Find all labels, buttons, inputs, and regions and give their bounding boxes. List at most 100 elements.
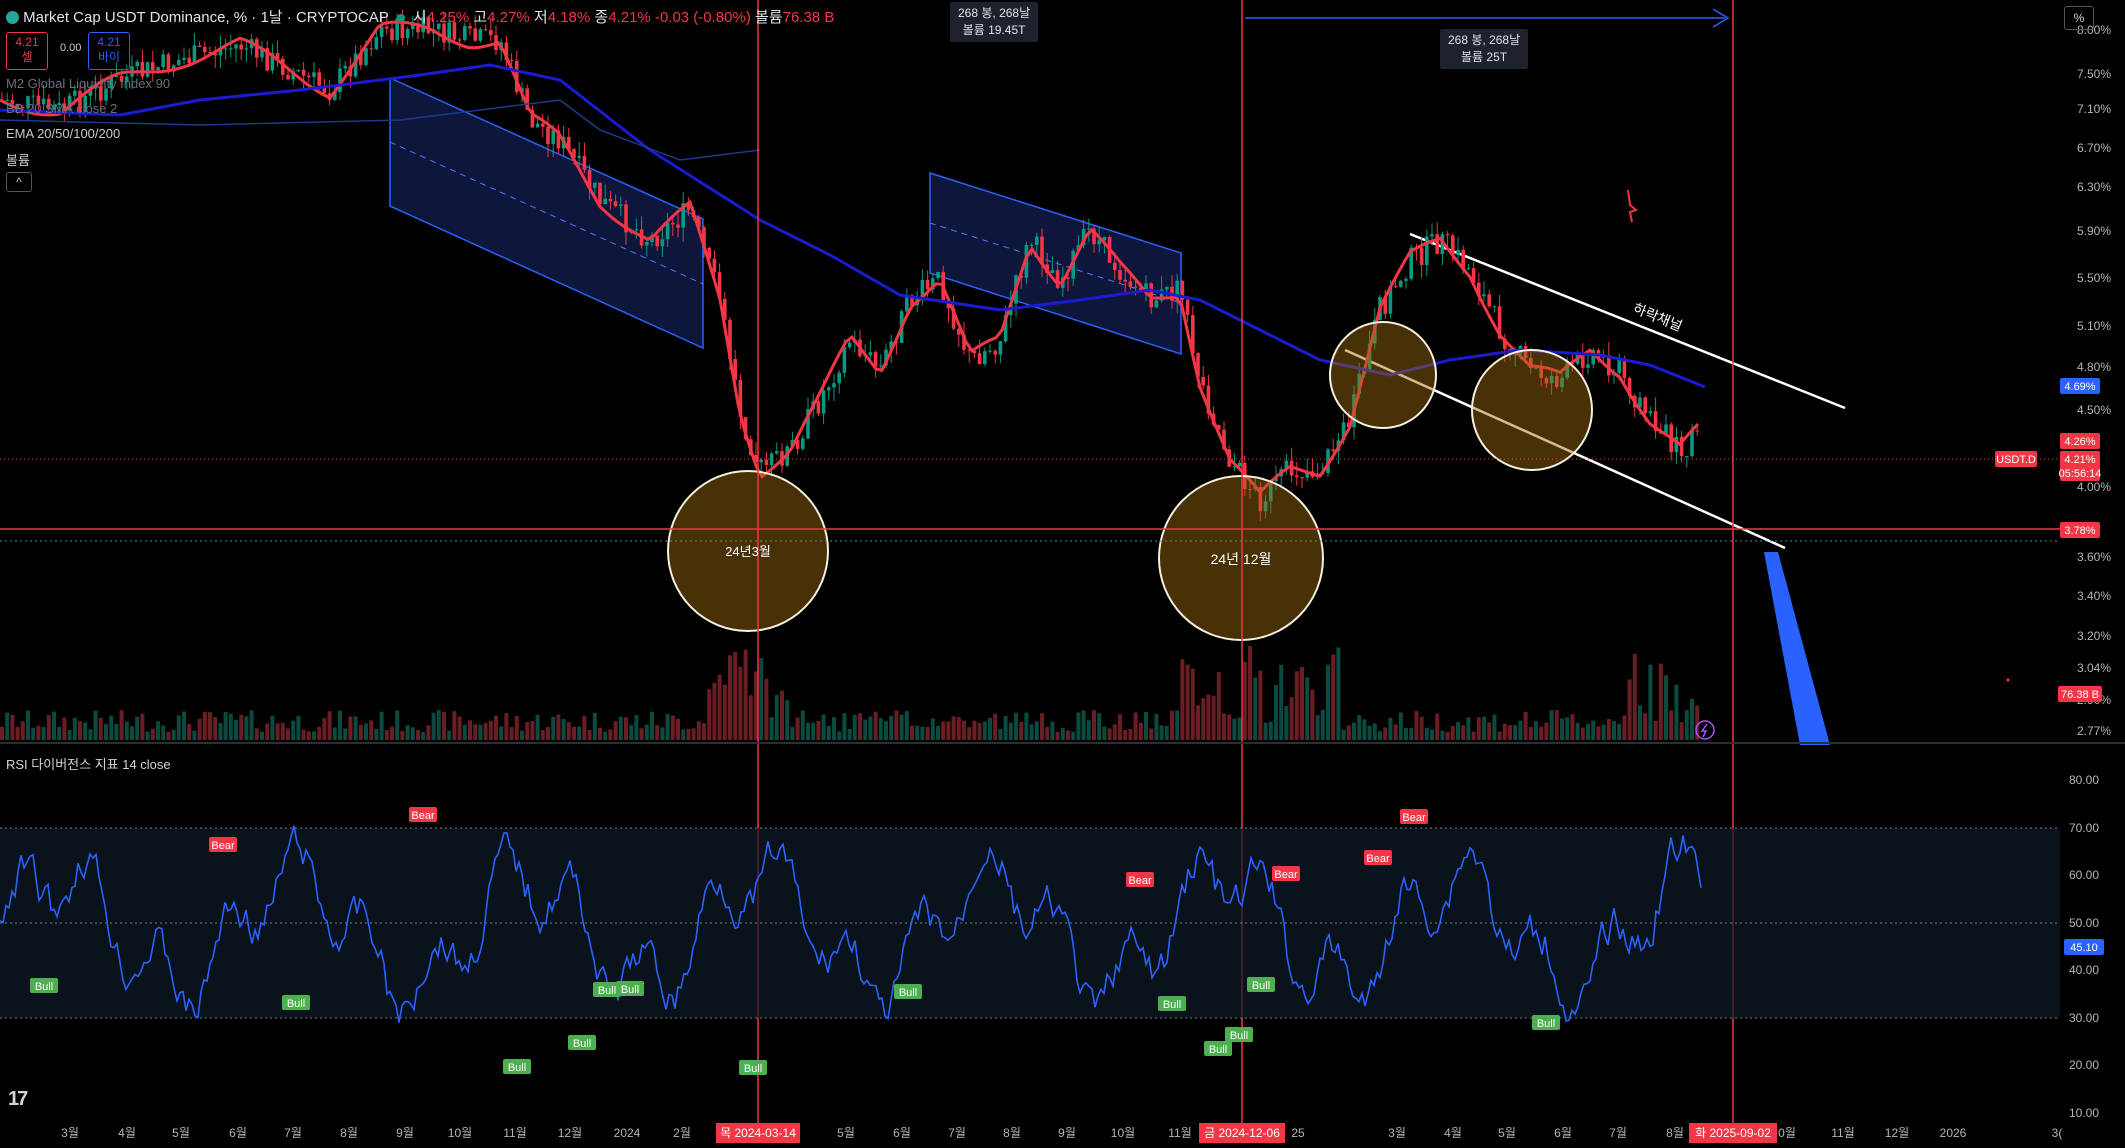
candle-body xyxy=(364,48,368,66)
volume-bar xyxy=(738,666,743,740)
candle-body xyxy=(1523,345,1528,358)
candle-body xyxy=(166,54,171,72)
buy-button[interactable]: 4.21 바이 xyxy=(88,32,130,70)
volume-bar xyxy=(733,652,738,740)
collapse-legend-button[interactable]: ^ xyxy=(6,172,32,192)
volume-bar xyxy=(1014,712,1018,740)
price-axis-label: 5.50% xyxy=(2077,271,2111,285)
indicator-volume[interactable]: 볼륨 xyxy=(6,153,30,168)
lightning-icon[interactable] xyxy=(1695,720,1715,740)
candle-body xyxy=(619,204,623,207)
price-tag-text: 05:56:14 xyxy=(2059,468,2102,480)
symbol-title[interactable]: Market Cap USDT Dominance, % · 1날 · CRYP… xyxy=(23,9,389,26)
circle-label-2024-march: 24년3월 xyxy=(725,544,771,559)
bull-signal xyxy=(1532,1015,1560,1030)
volume-bar xyxy=(1601,724,1606,740)
percent-scale-button[interactable]: % xyxy=(2064,6,2094,30)
candle-body xyxy=(1581,353,1585,368)
range2-volume: 볼륨 25T xyxy=(1461,50,1508,64)
candle-body xyxy=(827,387,831,391)
time-axis-label: 5월 xyxy=(837,1126,855,1140)
price-axis-label: 7.50% xyxy=(2077,67,2111,81)
indicator-bb[interactable]: BB 20 SMA close 2 xyxy=(6,101,118,116)
candle-body xyxy=(255,39,259,58)
volume-bar xyxy=(62,717,67,740)
volume-bar xyxy=(338,710,342,740)
volume-bar xyxy=(925,726,930,740)
volume-bar xyxy=(1466,717,1471,740)
time-tag-text: 목 2024-03-14 xyxy=(720,1126,796,1140)
volume-bar xyxy=(1508,725,1512,740)
candle-body xyxy=(676,224,680,228)
candle-body xyxy=(36,95,41,105)
candle-body xyxy=(1513,354,1517,356)
candle-body xyxy=(582,155,587,170)
time-axis[interactable]: 3월 4월 5월 6월 7월 8월 9월 10월 11월 12월 2024 2월 5월 6월 7월 8월 9월 1… xyxy=(61,1123,2062,1143)
tradingview-logo[interactable]: 17 xyxy=(8,1088,28,1110)
rsi-indicator-label[interactable]: RSI 다이버전스 지표 14 close xyxy=(6,757,171,772)
volume-bar xyxy=(1653,720,1658,740)
rsi-axis-label: 40.00 xyxy=(2069,963,2099,977)
indicator-ema[interactable]: EMA 20/50/100/200 xyxy=(6,126,121,141)
volume-bar xyxy=(1690,698,1694,740)
time-axis-label: 3( xyxy=(2052,1126,2063,1140)
signal-text: Bull xyxy=(621,984,639,996)
volume-bar xyxy=(244,716,249,740)
time-axis-label: 6월 xyxy=(893,1126,911,1140)
volume-bar xyxy=(20,721,25,740)
candle-body xyxy=(426,17,431,34)
volume-bar xyxy=(1383,727,1388,740)
sell-button[interactable]: 4.21 셀 xyxy=(6,32,48,70)
volume-bar xyxy=(31,727,36,740)
signal-text: Bull xyxy=(1209,1044,1227,1056)
volume-bar xyxy=(795,717,800,740)
candle-body xyxy=(1409,247,1413,279)
volume-bar xyxy=(431,712,436,740)
volume-bar xyxy=(114,724,119,740)
close-value: 4.21% xyxy=(608,9,651,26)
candle-body xyxy=(442,23,446,43)
volume-bar xyxy=(1487,722,1492,740)
volume-bar xyxy=(1591,720,1596,740)
volume-bar xyxy=(561,719,566,740)
candle-body xyxy=(473,28,477,41)
volume-bar xyxy=(915,725,920,740)
volume-bar xyxy=(1050,721,1055,740)
candle-body xyxy=(286,74,290,80)
time-axis-label: 4월 xyxy=(1444,1126,1462,1140)
volume-bar xyxy=(608,729,613,740)
volume-bar xyxy=(36,725,41,740)
volume-bar xyxy=(488,720,493,740)
volume-bar xyxy=(1518,720,1523,740)
signal-text: Bear xyxy=(411,810,435,822)
volume-label: 볼륨 xyxy=(755,9,783,26)
volume-bar xyxy=(301,729,306,740)
price-axis[interactable]: 8.00% 7.50% 7.10% 6.70% 6.30% 5.90% 5.50% 5.10%… xyxy=(2077,23,2111,738)
rsi-axis[interactable]: 80.00 70.00 60.00 50.00 40.00 30.00 20.00 10.00… xyxy=(2064,773,2104,1120)
candle-body xyxy=(660,239,665,247)
volume-bar xyxy=(1658,663,1663,740)
candle-body xyxy=(244,48,249,50)
signal-text: Bull xyxy=(744,1063,762,1075)
candle-body xyxy=(1191,314,1195,354)
candle-body xyxy=(1263,501,1268,512)
candle-body xyxy=(1201,376,1205,386)
volume-bar xyxy=(1445,731,1450,740)
candle-body xyxy=(686,203,691,211)
volume-bar xyxy=(1149,728,1154,740)
candle-body xyxy=(1367,343,1372,370)
candle-body xyxy=(525,88,529,110)
volume-bar xyxy=(1055,731,1060,740)
volume-bar xyxy=(1674,684,1679,740)
candle-body xyxy=(717,272,722,299)
candle-body xyxy=(775,451,779,454)
volume-bar xyxy=(998,728,1003,740)
volume-bar xyxy=(1695,705,1700,740)
volume-bar xyxy=(239,714,244,740)
indicator-m2[interactable]: M2 Global Liquidity Index 90 xyxy=(6,76,171,91)
volume-bar xyxy=(213,717,218,740)
volume-bar xyxy=(650,711,654,740)
candle-body xyxy=(790,440,795,447)
volume-bar xyxy=(223,711,228,740)
